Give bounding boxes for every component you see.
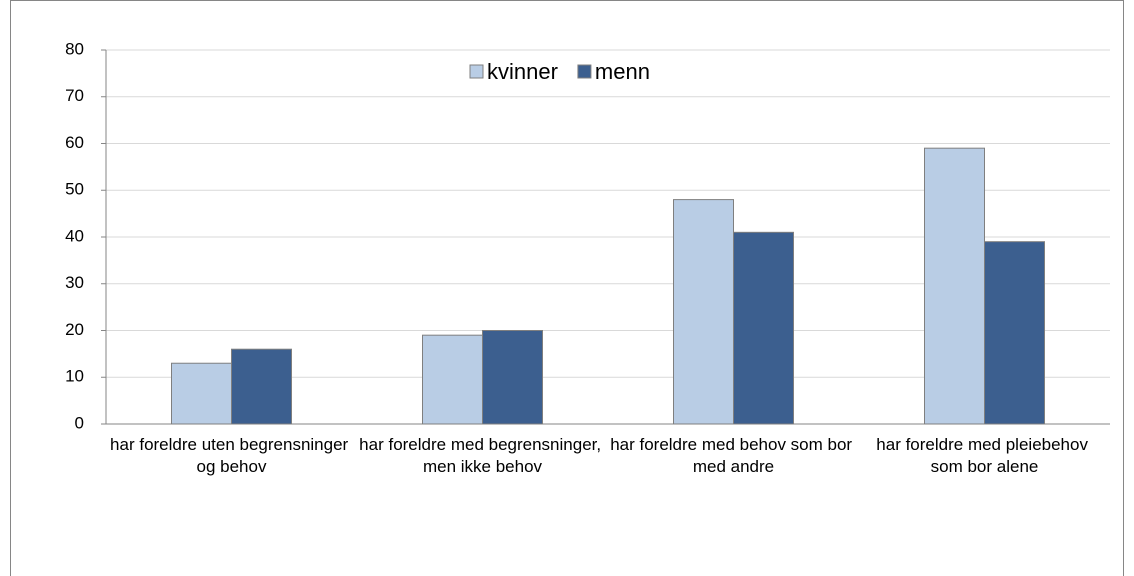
bar xyxy=(482,330,543,425)
legend-swatch xyxy=(469,64,484,79)
legend-label: menn xyxy=(595,59,650,84)
y-tick-label: 70 xyxy=(65,86,84,105)
legend-swatch xyxy=(577,64,592,79)
y-tick-label: 50 xyxy=(65,180,84,199)
legend-label: kvinner xyxy=(487,59,558,84)
x-tick-label-line: har foreldre med begrensninger, xyxy=(359,435,606,454)
x-tick-label-line: med andre xyxy=(693,457,774,476)
x-tick-label-line: og behov xyxy=(197,457,267,476)
x-tick-label: har foreldre med pleiebehov som bor alen… xyxy=(876,435,1092,476)
bar xyxy=(924,147,985,425)
x-tick-label-line: har foreldre med pleiebehov xyxy=(876,435,1092,454)
bar xyxy=(984,241,1045,425)
bar xyxy=(171,362,232,425)
x-tick-label: har foreldre med begrensninger, men ikke… xyxy=(359,435,606,476)
y-tick-label: 20 xyxy=(65,320,84,339)
x-tick-label-line: har foreldre med behov som bor xyxy=(610,435,857,454)
y-tick-label: 10 xyxy=(65,367,84,386)
bar xyxy=(673,199,734,425)
y-tick-label: 0 xyxy=(75,413,84,432)
bar xyxy=(231,348,292,425)
x-tick-label: har foreldre uten begrensninger og behov xyxy=(110,435,353,476)
y-tick-label: 30 xyxy=(65,273,84,292)
y-tick-label: 80 xyxy=(65,39,84,58)
bar xyxy=(733,231,794,425)
x-tick-label: har foreldre med behov som bor med andre xyxy=(610,435,857,476)
bar xyxy=(422,334,483,425)
x-tick-label-line: har foreldre uten begrensninger xyxy=(110,435,353,454)
x-tick-label-line: som bor alene xyxy=(931,457,1039,476)
y-tick-label: 40 xyxy=(65,226,84,245)
x-tick-label-line: men ikke behov xyxy=(423,457,543,476)
y-tick-label: 60 xyxy=(65,133,84,152)
